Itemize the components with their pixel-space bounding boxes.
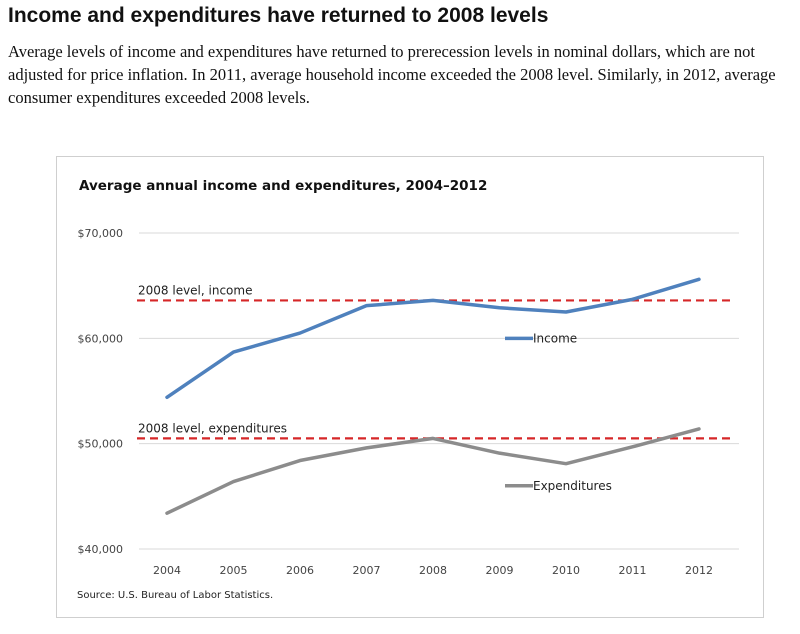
reference-line-label: 2008 level, expenditures (138, 421, 287, 435)
x-tick-label: 2006 (286, 564, 314, 577)
x-axis: 2004 2005 2006 2007 2008 2009 2010 2011 2012 (153, 564, 713, 577)
chart-frame: Average annual income and expenditures, … (56, 156, 764, 618)
x-tick-label: 2007 (353, 564, 381, 577)
x-tick-label: 2008 (419, 564, 447, 577)
x-tick-label: 2004 (153, 564, 181, 577)
gridlines (139, 232, 739, 550)
series-line (165, 427, 701, 515)
y-tick-label: $60,000 (78, 332, 124, 345)
reference-lines: 2008 level, income 2008 level, expenditur… (137, 283, 733, 440)
y-tick-label: $40,000 (78, 543, 124, 556)
x-tick-label: 2009 (486, 564, 514, 577)
source-note: Source: U.S. Bureau of Labor Statistics. (77, 590, 273, 601)
x-tick-label: 2012 (685, 564, 713, 577)
series-line (165, 277, 701, 400)
y-axis: $40,000 $50,000 $60,000 $70,000 (78, 227, 124, 556)
y-tick-label: $70,000 (78, 227, 124, 240)
x-tick-label: 2010 (552, 564, 580, 577)
headline: Income and expenditures have returned to… (8, 4, 549, 27)
series-lines: Income Expenditures (165, 277, 701, 515)
reference-line-label: 2008 level, income (138, 283, 252, 297)
series-label: Income (533, 331, 577, 345)
y-tick-label: $50,000 (78, 438, 124, 451)
chart-title: Average annual income and expenditures, … (79, 178, 487, 194)
series-label: Expenditures (533, 479, 612, 493)
intro-paragraph: Average levels of income and expenditure… (8, 42, 776, 107)
x-tick-label: 2011 (619, 564, 647, 577)
x-tick-label: 2005 (220, 564, 248, 577)
line-chart: Average annual income and expenditures, … (77, 178, 739, 601)
